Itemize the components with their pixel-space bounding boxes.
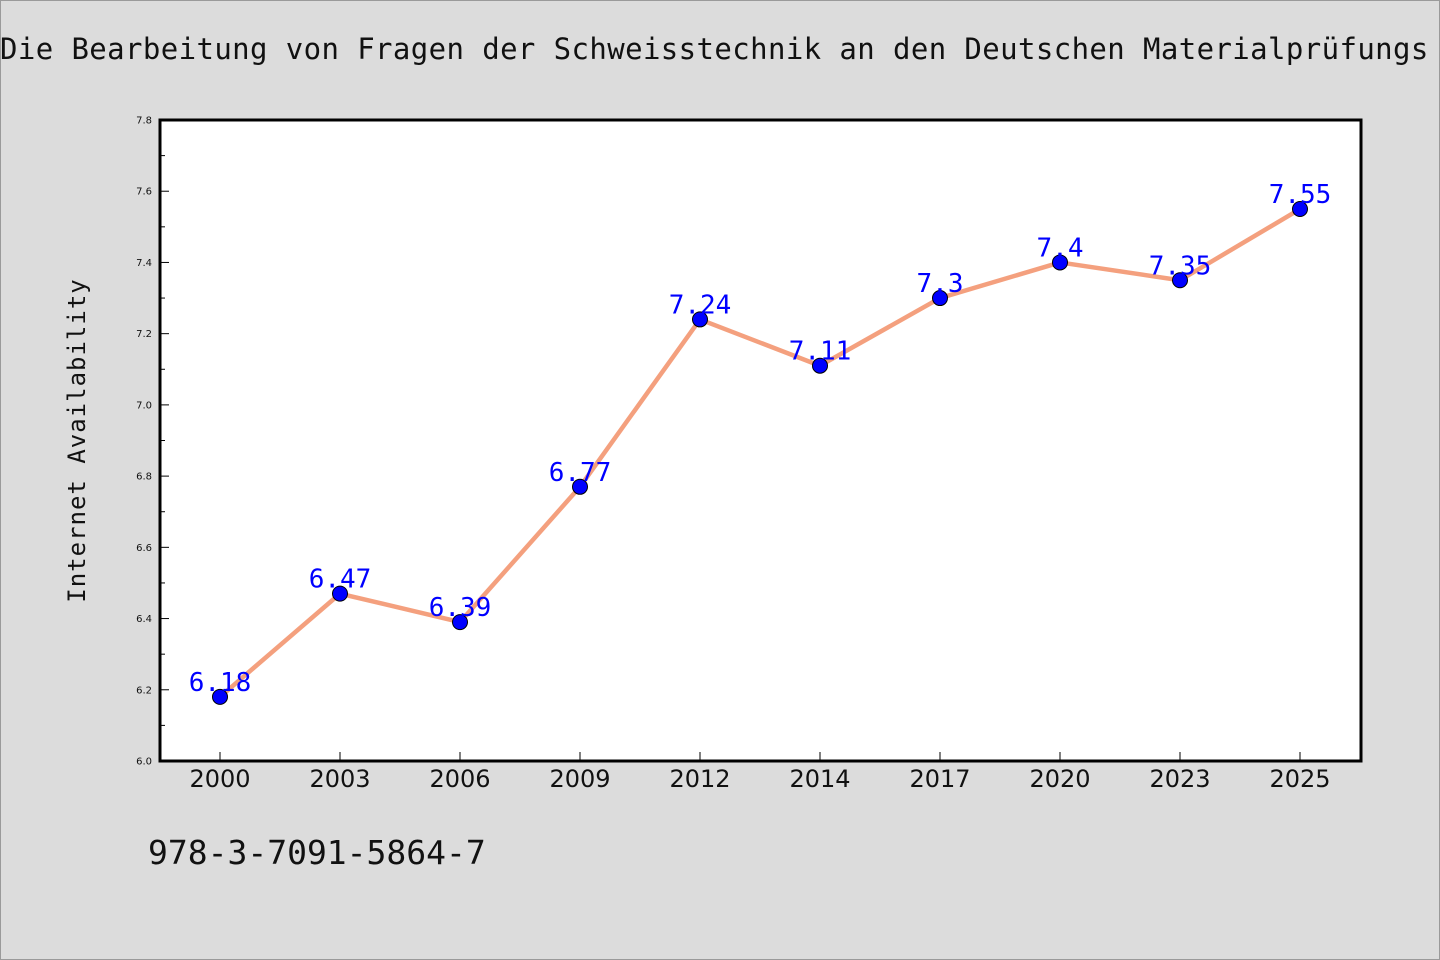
x-tick-label: 2017 (909, 765, 970, 793)
x-tick-label: 2006 (429, 765, 490, 793)
data-point (1292, 201, 1308, 218)
data-point (692, 311, 708, 328)
data-label: 7.35 (1149, 251, 1212, 281)
data-label: 6.47 (309, 565, 372, 595)
y-tick-label: 7.2 (136, 329, 152, 340)
x-tick-label: 2003 (309, 765, 370, 793)
y-axis-label: Internet Availability (63, 278, 91, 602)
x-tick-label: 2014 (789, 765, 850, 793)
data-label: 7.55 (1269, 180, 1332, 210)
data-point (572, 478, 588, 495)
data-label: 6.77 (549, 458, 612, 488)
isbn-label: 978-3-7091-5864-7 (148, 833, 486, 872)
data-point (332, 585, 348, 602)
data-label: 7.11 (789, 337, 852, 367)
y-tick-label: 6.0 (136, 757, 152, 768)
x-tick-label: 2009 (549, 765, 610, 793)
data-point (932, 290, 948, 307)
x-tick-label: 2023 (1149, 765, 1210, 793)
y-tick-label: 7.8 (136, 116, 152, 127)
data-point (812, 357, 828, 374)
data-label: 7.3 (917, 269, 964, 299)
data-point (452, 614, 468, 631)
data-label: 7.24 (669, 290, 732, 320)
y-tick-label: 6.4 (136, 614, 152, 625)
plot-area (158, 118, 1363, 763)
y-tick-label: 7.4 (136, 258, 152, 269)
data-point (1172, 272, 1188, 289)
x-tick-label: 2020 (1029, 765, 1090, 793)
chart-title: Die Bearbeitung von Fragen der Schweisst… (0, 32, 1429, 66)
y-tick-label: 6.2 (136, 685, 152, 696)
data-label: 6.39 (429, 593, 492, 623)
series-line (217, 206, 1303, 700)
data-point (212, 688, 228, 705)
data-label: 7.4 (1037, 233, 1084, 263)
data-point (1052, 254, 1068, 271)
y-tick-label: 7.0 (136, 400, 152, 411)
y-tick-label: 6.6 (136, 543, 152, 554)
y-tick-label: 6.8 (136, 472, 152, 483)
data-label: 6.18 (189, 668, 252, 698)
x-tick-label: 2000 (189, 765, 250, 793)
y-tick-label: 7.6 (136, 187, 152, 198)
x-tick-label: 2012 (669, 765, 730, 793)
x-tick-label: 2025 (1269, 765, 1330, 793)
